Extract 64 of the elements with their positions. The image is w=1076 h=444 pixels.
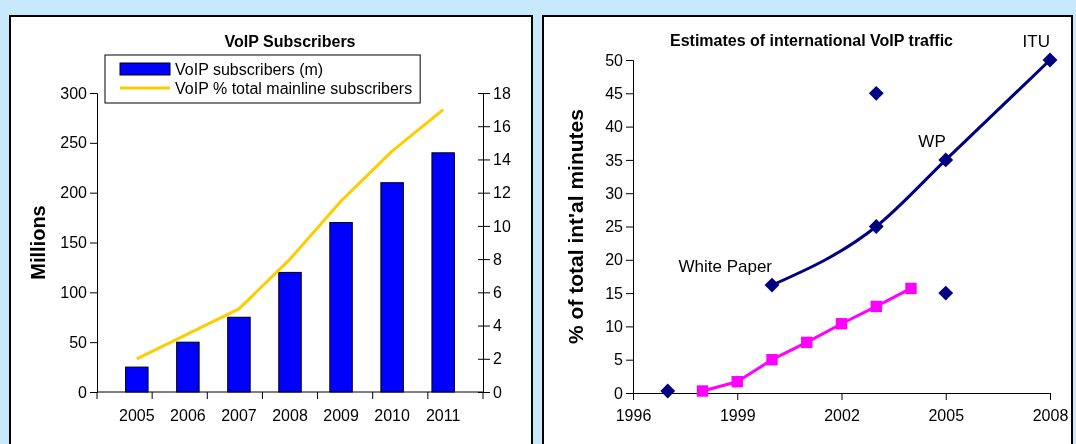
y-tick-label: 50 bbox=[605, 51, 624, 69]
y-tick-label: 45 bbox=[605, 84, 624, 102]
annotation: ITU bbox=[1022, 32, 1050, 51]
point bbox=[766, 354, 778, 366]
x-tick-label: 2011 bbox=[425, 407, 461, 424]
annotation: WP bbox=[918, 131, 946, 151]
x-tick-label: 2009 bbox=[323, 407, 359, 424]
y-axis-title: Millions bbox=[27, 205, 49, 280]
y-tick-label: 35 bbox=[605, 151, 624, 169]
x-tick-label: 2006 bbox=[170, 407, 206, 424]
point bbox=[870, 300, 882, 313]
point bbox=[660, 383, 676, 399]
point bbox=[938, 285, 954, 301]
point bbox=[938, 152, 954, 168]
annotation: White Paper bbox=[678, 257, 773, 277]
y-tick-label: 150 bbox=[60, 234, 88, 252]
x-tick-label: 2010 bbox=[374, 407, 411, 424]
y2-tick-label: 4 bbox=[493, 317, 502, 335]
y-tick-label: 250 bbox=[60, 134, 88, 152]
x-tick-label: 2007 bbox=[221, 407, 257, 424]
chart-title: Estimates of international VoIP traffic bbox=[669, 32, 954, 49]
point bbox=[905, 282, 917, 295]
y-tick-label: 5 bbox=[614, 351, 624, 369]
point bbox=[1042, 52, 1058, 68]
line-series bbox=[135, 108, 445, 361]
y-axis-title: % of total int'al minutes bbox=[564, 109, 587, 344]
x-tick-label: 1999 bbox=[719, 406, 756, 424]
y-tick-label: 25 bbox=[605, 218, 624, 236]
y2-tick-label: 2 bbox=[493, 350, 502, 368]
y-tick-label: 30 bbox=[605, 184, 624, 202]
y2-tick-label: 16 bbox=[493, 117, 511, 135]
point bbox=[696, 385, 709, 397]
y2-tick-label: 14 bbox=[493, 151, 511, 169]
y2-tick-label: 12 bbox=[493, 184, 511, 202]
y-tick-label: 20 bbox=[605, 251, 624, 269]
y-tick-label: 10 bbox=[605, 318, 624, 336]
y2-tick-label: 8 bbox=[493, 250, 502, 268]
y-tick-label: 40 bbox=[605, 118, 624, 136]
point bbox=[868, 85, 884, 101]
point bbox=[801, 336, 813, 349]
x-tick-label: 2002 bbox=[824, 406, 860, 424]
y-tick-label: 100 bbox=[60, 283, 88, 301]
point bbox=[868, 219, 884, 234]
y-tick-label: 300 bbox=[60, 84, 88, 102]
x-tick-label: 2008 bbox=[272, 407, 308, 424]
y-tick-label: 0 bbox=[78, 383, 88, 401]
legend-label: VoIP subscribers (m) bbox=[175, 61, 324, 78]
point bbox=[835, 318, 848, 330]
chart-title: VoIP Subscribers bbox=[224, 33, 356, 50]
legend-label: VoIP % total mainline subscribers bbox=[175, 80, 413, 97]
point bbox=[731, 375, 743, 388]
point bbox=[764, 277, 780, 293]
y2-tick-label: 0 bbox=[493, 383, 502, 401]
x-tick-label: 2008 bbox=[1032, 406, 1069, 424]
x-tick-label: 1996 bbox=[615, 406, 652, 424]
y-tick-label: 50 bbox=[69, 333, 88, 351]
y-tick-label: 0 bbox=[614, 384, 624, 402]
y2-tick-label: 6 bbox=[493, 283, 502, 301]
y2-tick-label: 10 bbox=[493, 217, 511, 235]
y-tick-label: 15 bbox=[605, 284, 624, 302]
y-tick-label: 200 bbox=[60, 184, 88, 202]
y2-tick-label: 18 bbox=[493, 84, 511, 102]
x-tick-label: 2005 bbox=[928, 406, 965, 424]
x-tick-label: 2005 bbox=[119, 407, 155, 424]
